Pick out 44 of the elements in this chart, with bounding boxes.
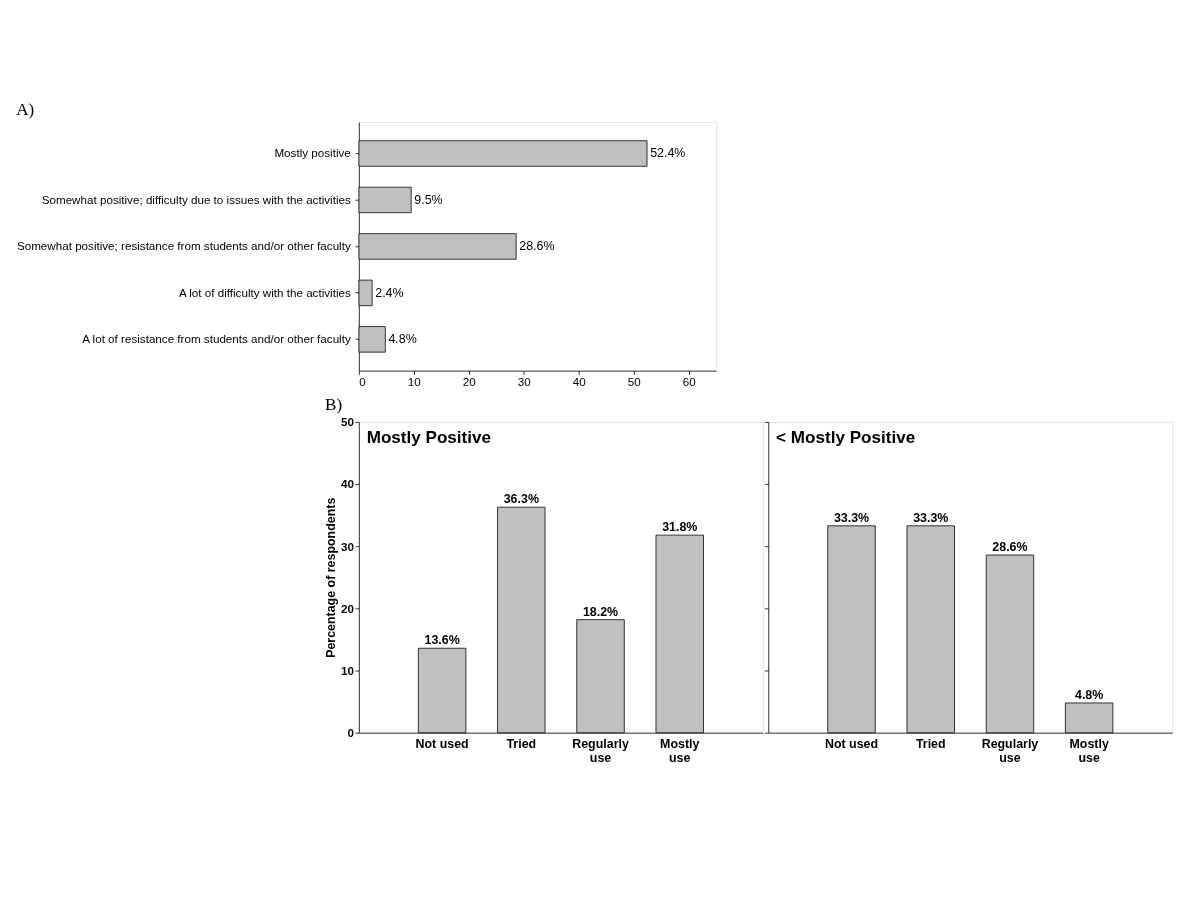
x-tick-label: 40: [572, 374, 587, 388]
data-label: 18.2%: [582, 604, 619, 619]
x-tick-label: Regularly use: [572, 736, 629, 765]
data-label: 13.6%: [424, 633, 460, 648]
x-tick-label: Tried: [506, 736, 537, 751]
x-tick-label: Mostly use: [660, 736, 700, 765]
y-tick-label: 0: [347, 726, 354, 740]
y-tick-label: 20: [340, 601, 354, 615]
data-label: 9.5%: [414, 192, 443, 207]
data-label: 28.6%: [519, 239, 555, 254]
y-axis-title: Percentage of respondents: [324, 497, 339, 658]
text: A): [16, 100, 35, 120]
y-tick-label: Mostly positive: [274, 146, 351, 160]
y-tick-label: Somewhat positive; difficulty due to issues with the activities: [41, 192, 351, 206]
y-tick-label: 30: [340, 539, 354, 553]
y-tick-label: A lot of resistance from students and/or other faculty: [82, 332, 351, 346]
data-label: 4.8%: [1075, 688, 1104, 703]
y-tick-label: 40: [340, 477, 354, 491]
x-tick-label: 20: [462, 374, 477, 388]
x-tick-label: Tried: [915, 736, 946, 751]
data-label: 52.4%: [650, 146, 686, 161]
y-tick-label: Somewhat positive; resistance from students and/or other faculty: [16, 239, 351, 253]
y-tick-label: 50: [340, 415, 354, 429]
data-label: 2.4%: [375, 285, 404, 300]
x-tick-label: 50: [627, 374, 642, 388]
x-tick-label: Not used: [415, 736, 469, 751]
x-tick-label: 10: [407, 374, 422, 388]
x-tick-label: Mostly use: [1069, 736, 1109, 765]
x-tick-label: Not used: [824, 736, 879, 751]
data-label: 36.3%: [503, 492, 539, 507]
y-tick-label: A lot of difficulty with the activities: [178, 285, 351, 299]
y-tick-label: 10: [340, 663, 354, 677]
x-tick-label: 0: [359, 374, 367, 388]
x-tick-label: Regularly use: [981, 736, 1039, 765]
x-tick-label: 60: [682, 374, 697, 388]
data-label: 31.8%: [662, 520, 698, 535]
data-label: 33.3%: [833, 510, 870, 525]
data-label: 4.8%: [388, 332, 417, 347]
text: B): [324, 394, 343, 414]
chart-title: Mostly Positive: [366, 427, 492, 447]
data-label: 33.3%: [913, 510, 949, 525]
x-tick-label: 30: [517, 374, 532, 388]
data-label: 28.6%: [992, 540, 1028, 555]
chart-title: < Mostly Positive: [776, 427, 916, 447]
